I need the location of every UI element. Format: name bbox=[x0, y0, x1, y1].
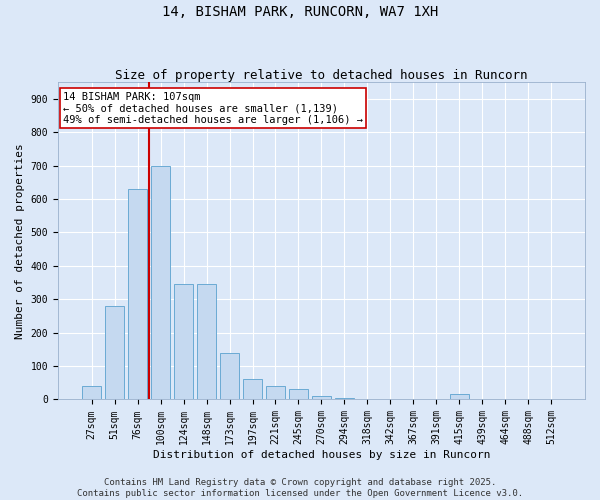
Bar bbox=[266, 386, 285, 400]
Bar bbox=[449, 394, 469, 400]
Y-axis label: Number of detached properties: Number of detached properties bbox=[15, 143, 25, 338]
Bar bbox=[151, 166, 170, 400]
Text: 14, BISHAM PARK, RUNCORN, WA7 1XH: 14, BISHAM PARK, RUNCORN, WA7 1XH bbox=[162, 5, 438, 19]
Text: 14 BISHAM PARK: 107sqm
← 50% of detached houses are smaller (1,139)
49% of semi-: 14 BISHAM PARK: 107sqm ← 50% of detached… bbox=[63, 92, 363, 124]
Bar bbox=[197, 284, 217, 400]
Bar bbox=[289, 390, 308, 400]
X-axis label: Distribution of detached houses by size in Runcorn: Distribution of detached houses by size … bbox=[153, 450, 490, 460]
Bar bbox=[243, 380, 262, 400]
Title: Size of property relative to detached houses in Runcorn: Size of property relative to detached ho… bbox=[115, 69, 528, 82]
Bar bbox=[335, 398, 354, 400]
Text: Contains HM Land Registry data © Crown copyright and database right 2025.
Contai: Contains HM Land Registry data © Crown c… bbox=[77, 478, 523, 498]
Bar bbox=[220, 352, 239, 400]
Bar bbox=[128, 189, 148, 400]
Bar bbox=[105, 306, 124, 400]
Bar bbox=[82, 386, 101, 400]
Bar bbox=[174, 284, 193, 400]
Bar bbox=[311, 396, 331, 400]
